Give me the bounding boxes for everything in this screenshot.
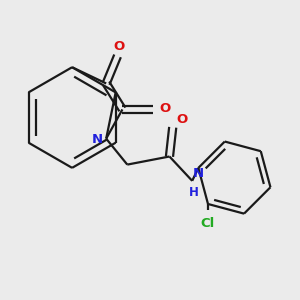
Text: H: H bbox=[189, 186, 199, 199]
Text: Cl: Cl bbox=[201, 217, 215, 230]
Text: O: O bbox=[160, 102, 171, 115]
Text: N: N bbox=[92, 133, 103, 146]
Text: O: O bbox=[176, 113, 187, 126]
Text: O: O bbox=[113, 40, 125, 53]
Text: N: N bbox=[193, 167, 204, 180]
